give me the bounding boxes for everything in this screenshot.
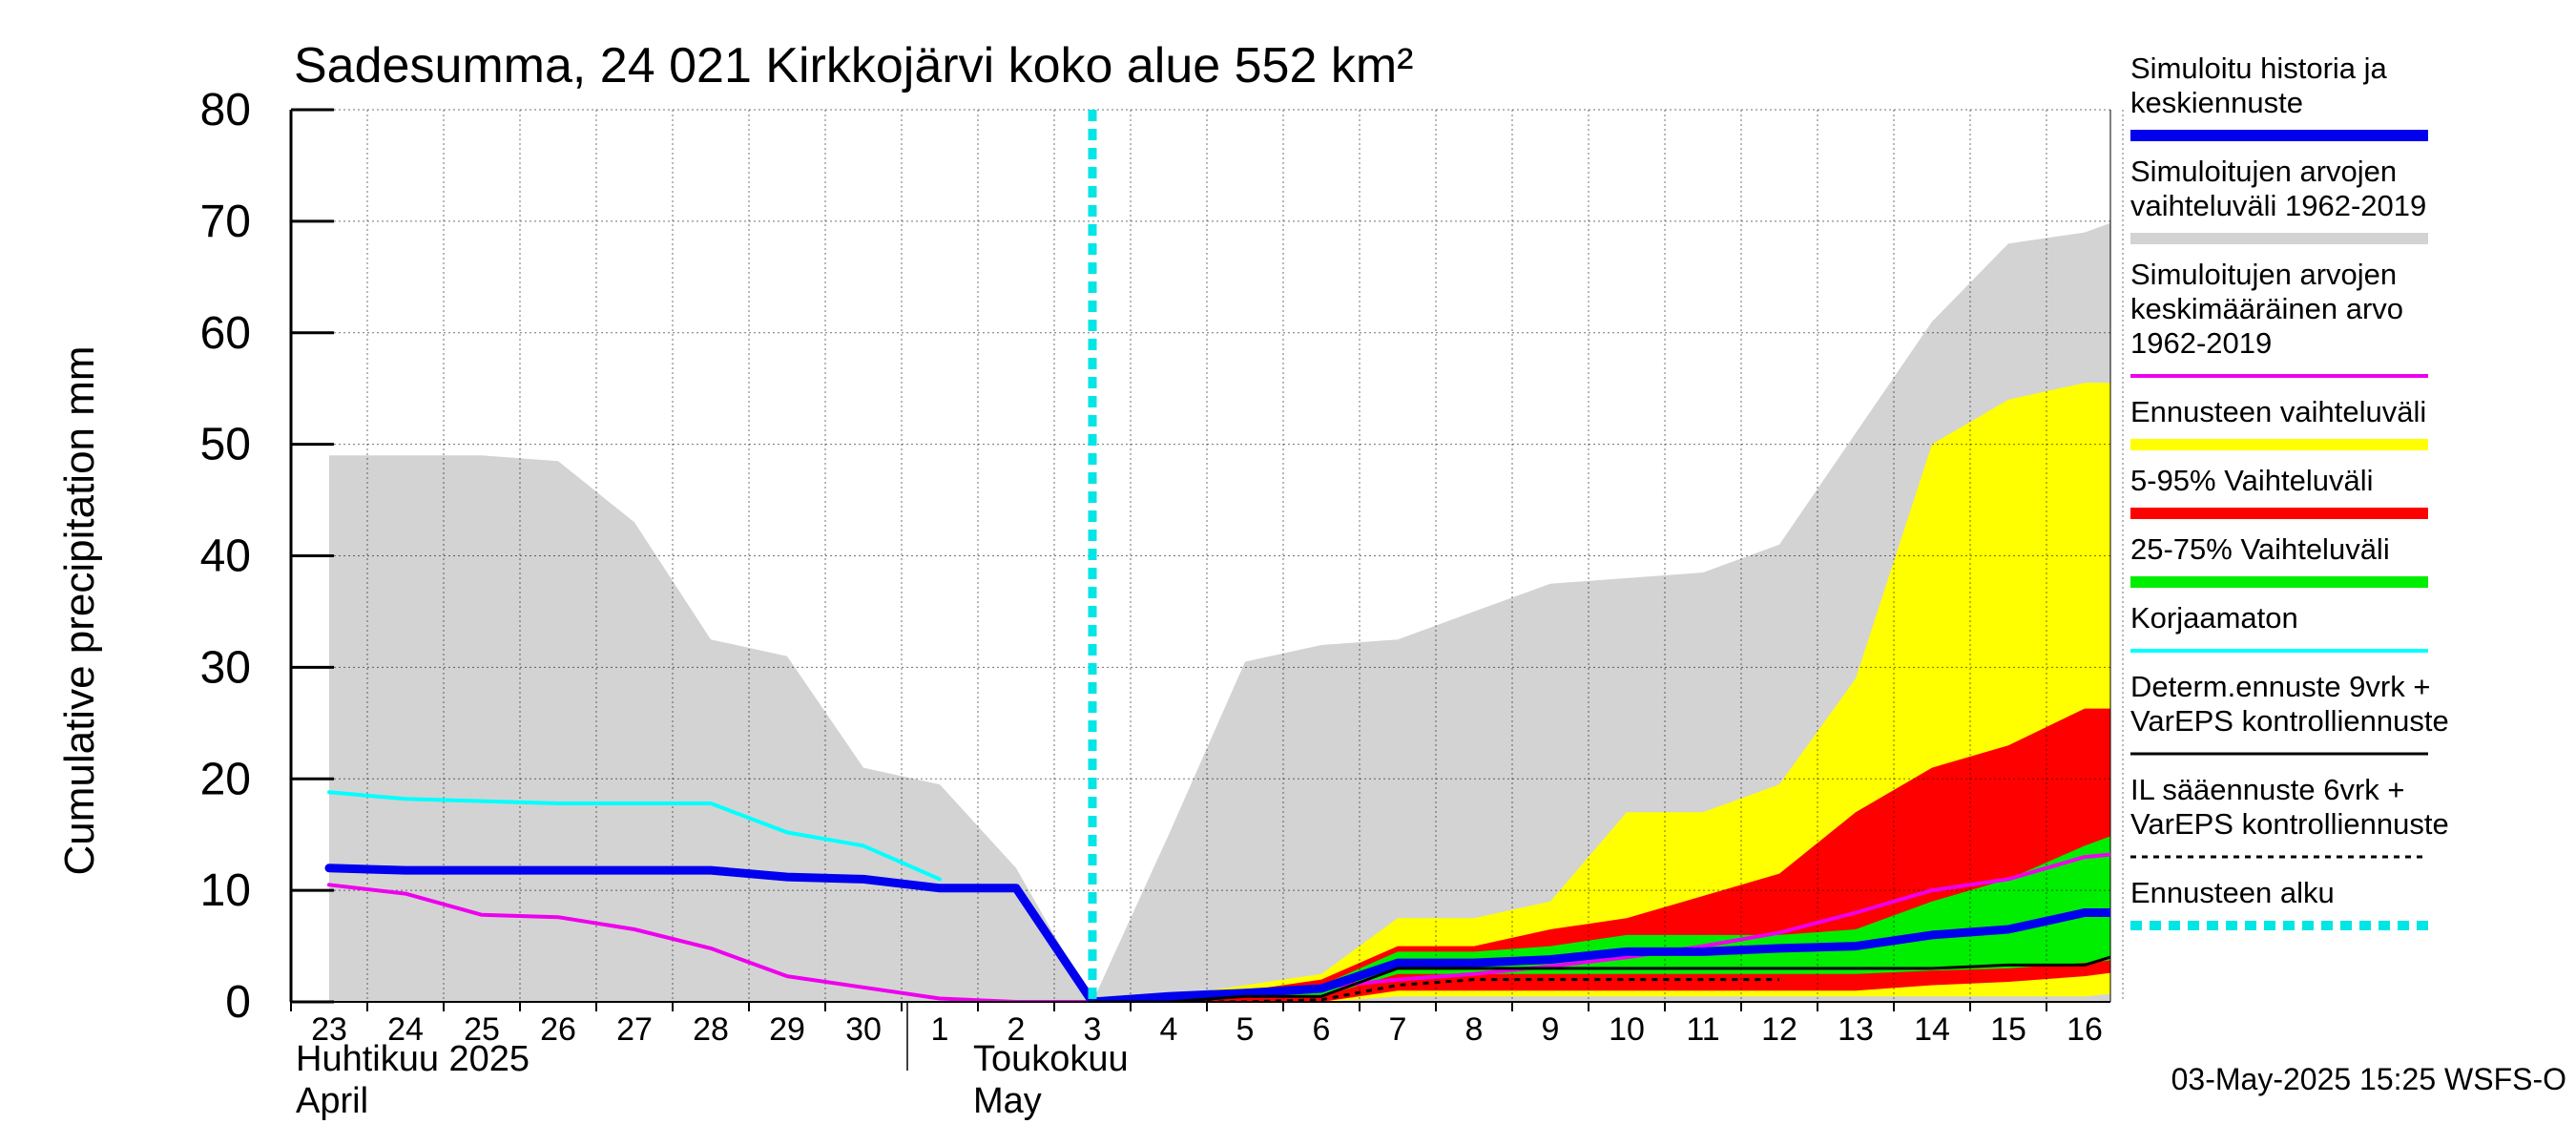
legend-label: keskiennuste (2130, 86, 2303, 119)
month-label-may-en: May (973, 1081, 1042, 1121)
x-tick-label: 28 (693, 1011, 729, 1048)
legend-label: IL sääennuste 6vrk + (2130, 773, 2405, 806)
legend-label: Simuloitu historia ja (2130, 52, 2388, 85)
x-tick-label: 4 (1160, 1011, 1178, 1048)
x-tick-label: 13 (1838, 1011, 1874, 1048)
x-tick-label: 16 (2067, 1011, 2103, 1048)
y-tick-label: 40 (200, 531, 251, 582)
series-line-2 (324, 864, 2110, 1002)
x-tick-label: 15 (1990, 1011, 2026, 1048)
series-line-1 (327, 790, 942, 882)
x-tick-label: 1 (931, 1011, 949, 1048)
x-tick-label: 11 (1686, 1011, 1719, 1048)
series-line-4 (1092, 978, 1779, 1002)
legend-item-6: Korjaamaton (2130, 601, 2428, 653)
legend-label: 25-75% Vaihteluväli (2130, 532, 2390, 566)
legend-label: keskimääräinen arvo (2130, 292, 2403, 325)
x-tick-label: 10 (1609, 1011, 1645, 1048)
y-tick-label: 50 (200, 420, 251, 470)
band-2 (1092, 708, 2110, 1002)
x-tick-label: 26 (540, 1011, 576, 1048)
y-tick-label: 60 (200, 308, 251, 359)
x-tick-label: 14 (1914, 1011, 1950, 1048)
x-tick-label: 5 (1236, 1011, 1255, 1048)
y-axis-label: Cumulative precipitation mm (56, 345, 103, 875)
x-tick-label: 23 (311, 1011, 347, 1048)
chart-title: Sadesumma, 24 021 Kirkkojärvi koko alue … (294, 38, 1413, 94)
legend-label: 5-95% Vaihteluväli (2130, 464, 2373, 497)
legend-label: Ennusteen alku (2130, 876, 2335, 909)
band-layer (329, 222, 2110, 1002)
legend-label: Simuloitujen arvojen (2130, 258, 2397, 291)
x-tick-label: 27 (616, 1011, 653, 1048)
x-tick-label: 25 (464, 1011, 500, 1048)
legend-label: Ennusteen vaihteluväli (2130, 395, 2426, 428)
x-tick-label: 3 (1084, 1011, 1102, 1048)
x-tick-label: 8 (1465, 1011, 1484, 1048)
legend-label: Determ.ennuste 9vrk + (2130, 670, 2430, 703)
x-tick-label: 12 (1761, 1011, 1797, 1048)
y-tick-label: 10 (200, 865, 251, 916)
x-tick-label: 2 (1008, 1011, 1026, 1048)
y-tick-label: 20 (200, 754, 251, 804)
legend-item-7: Determ.ennuste 9vrk +VarEPS kontrollienn… (2130, 670, 2449, 756)
legend-item-5: 25-75% Vaihteluväli (2130, 532, 2428, 588)
month-label-may-fi: Toukokuu (973, 1039, 1129, 1079)
x-tick-label: 29 (769, 1011, 805, 1048)
y-tick-label: 0 (225, 977, 251, 1028)
series-line-3 (1091, 955, 2110, 1002)
legend-label: 1962-2019 (2130, 326, 2272, 360)
band-3 (1092, 836, 2110, 1002)
y-tick-label: 30 (200, 642, 251, 693)
month-label-april-fi: Huhtikuu 2025 (296, 1039, 530, 1079)
legend-label: VarEPS kontrolliennuste (2130, 807, 2449, 841)
legend-label: VarEPS kontrolliennuste (2130, 704, 2449, 738)
line-layer (324, 790, 2110, 1002)
timestamp-footer: 03-May-2025 15:25 WSFS-O (2171, 1062, 2566, 1096)
legend-item-9: Ennusteen alku (2130, 876, 2428, 930)
legend: Simuloitu historia jakeskiennusteSimuloi… (2130, 52, 2449, 930)
x-tick-label: 30 (845, 1011, 882, 1048)
legend-item-8: IL sääennuste 6vrk + VarEPS kontrollienn… (2130, 773, 2449, 859)
legend-item-4: 5-95% Vaihteluväli (2130, 464, 2428, 519)
x-tick-label: 9 (1542, 1011, 1560, 1048)
legend-label: vaihteluväli 1962-2019 (2130, 189, 2426, 222)
grid-layer (290, 109, 2124, 1002)
month-label-april-en: April (296, 1081, 368, 1121)
x-tick-label: 24 (387, 1011, 424, 1048)
legend-label: Korjaamaton (2130, 601, 2298, 635)
legend-item-3: Ennusteen vaihteluväli (2130, 395, 2428, 450)
x-tick-label: 7 (1389, 1011, 1407, 1048)
y-tick-label: 70 (200, 197, 251, 247)
x-tick-label: 6 (1313, 1011, 1331, 1048)
legend-label: Simuloitujen arvojen (2130, 155, 2397, 188)
y-tick-label: 80 (200, 85, 251, 135)
